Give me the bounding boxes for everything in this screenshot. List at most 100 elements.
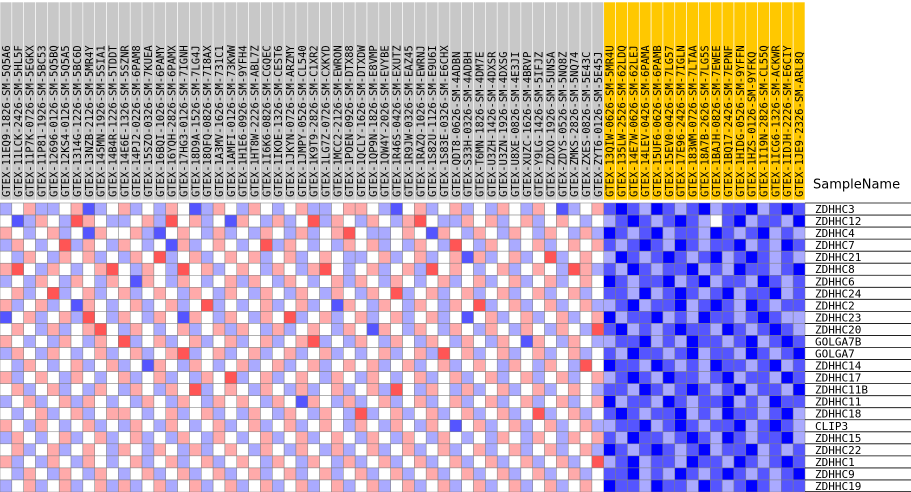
heatmap-cell bbox=[189, 323, 202, 336]
heatmap-cell bbox=[295, 323, 309, 336]
heatmap-cell bbox=[627, 347, 640, 360]
heatmap-cell bbox=[236, 238, 249, 252]
column-label: GTEX-1IKOE-1326-SM-CEST6 bbox=[273, 45, 285, 197]
heatmap-cell bbox=[449, 250, 462, 264]
heatmap-cell bbox=[757, 431, 770, 445]
heatmap-cell bbox=[319, 443, 332, 457]
heatmap-cell bbox=[627, 479, 640, 492]
heatmap-cell bbox=[23, 431, 36, 445]
heatmap-cell bbox=[23, 359, 36, 372]
heatmap-cell bbox=[272, 250, 285, 264]
heatmap-cell bbox=[556, 467, 569, 481]
heatmap-cell bbox=[94, 238, 107, 252]
heatmap-cell bbox=[650, 479, 664, 492]
heatmap-cell bbox=[650, 359, 664, 372]
heatmap-cell bbox=[236, 299, 249, 312]
heatmap-cell bbox=[224, 323, 238, 336]
heatmap-cell bbox=[402, 359, 415, 372]
heatmap-cell bbox=[449, 335, 462, 348]
heatmap-cell bbox=[425, 335, 439, 348]
heatmap-cell bbox=[153, 431, 166, 445]
heatmap-cell bbox=[745, 455, 758, 469]
heatmap-cell bbox=[532, 443, 545, 457]
heatmap-cell bbox=[733, 443, 747, 457]
row-label: ZDHHC22 bbox=[815, 444, 861, 457]
column-label: GTEX-1JMPY-0526-SM-CL540 bbox=[297, 45, 309, 197]
heatmap-cell bbox=[532, 323, 545, 336]
heatmap-cell bbox=[449, 262, 462, 276]
heatmap-cell bbox=[532, 467, 545, 481]
heatmap-cell bbox=[745, 443, 758, 457]
heatmap-cell bbox=[118, 226, 131, 240]
heatmap-cell bbox=[745, 299, 758, 312]
heatmap-cell bbox=[662, 371, 676, 384]
heatmap-cell bbox=[319, 250, 332, 264]
heatmap-cell bbox=[390, 250, 403, 264]
heatmap-cell bbox=[710, 383, 723, 396]
heatmap-cell bbox=[201, 407, 214, 421]
heatmap-cell bbox=[425, 311, 439, 324]
heatmap-cell bbox=[567, 479, 581, 492]
heatmap-cell bbox=[94, 371, 107, 384]
heatmap-cell bbox=[556, 214, 569, 228]
heatmap-cell bbox=[378, 262, 391, 276]
heatmap-cell bbox=[639, 431, 652, 445]
heatmap-cell bbox=[201, 275, 214, 288]
heatmap-cell bbox=[745, 395, 758, 408]
heatmap-cell bbox=[544, 443, 557, 457]
heatmap-cell bbox=[354, 383, 368, 396]
heatmap-cell bbox=[627, 250, 640, 264]
heatmap-cell bbox=[567, 202, 581, 216]
heatmap-cell bbox=[70, 371, 84, 384]
heatmap-cell bbox=[745, 335, 758, 348]
column-label: GTEX-1MCC2-2126-SM-EWRON bbox=[332, 45, 344, 197]
heatmap-cell bbox=[579, 455, 593, 469]
heatmap-cell bbox=[745, 214, 758, 228]
heatmap-cell bbox=[260, 262, 273, 276]
heatmap-cell bbox=[627, 202, 640, 216]
heatmap-cell bbox=[437, 226, 451, 240]
heatmap-cell bbox=[473, 262, 486, 276]
heatmap-cell bbox=[236, 335, 249, 348]
heatmap-cell bbox=[307, 335, 320, 348]
heatmap-cell bbox=[201, 262, 214, 276]
heatmap-cell bbox=[236, 395, 249, 408]
column-label: GTEX-1I19N-2826-SM-CL55Q bbox=[759, 45, 771, 197]
heatmap-cell bbox=[627, 299, 640, 312]
heatmap-cell bbox=[792, 395, 806, 408]
heatmap-cell bbox=[177, 467, 190, 481]
heatmap-cell bbox=[781, 250, 794, 264]
heatmap-cell bbox=[94, 275, 107, 288]
heatmap-cell bbox=[567, 323, 581, 336]
heatmap-cell bbox=[496, 395, 510, 408]
heatmap-cell bbox=[35, 371, 48, 384]
heatmap-cell bbox=[141, 202, 155, 216]
heatmap-cell bbox=[485, 311, 498, 324]
heatmap-cell bbox=[35, 262, 48, 276]
heatmap-cell bbox=[248, 455, 261, 469]
heatmap-cell bbox=[224, 479, 238, 492]
heatmap-cell bbox=[781, 287, 794, 300]
row-label: ZDHHC3 bbox=[815, 203, 855, 216]
heatmap-cell bbox=[141, 250, 155, 264]
heatmap-cell bbox=[461, 250, 474, 264]
heatmap-cell bbox=[757, 347, 770, 360]
heatmap-cell bbox=[674, 467, 687, 481]
heatmap-cell bbox=[35, 455, 48, 469]
heatmap-cell bbox=[508, 250, 522, 264]
heatmap-cell bbox=[414, 467, 427, 481]
heatmap-cell bbox=[272, 479, 285, 492]
heatmap-cell bbox=[118, 238, 131, 252]
heatmap-cell bbox=[165, 419, 178, 433]
heatmap-cell bbox=[686, 455, 699, 469]
heatmap-cell bbox=[615, 335, 628, 348]
heatmap-cell bbox=[366, 467, 380, 481]
heatmap-cell bbox=[82, 226, 95, 240]
heatmap-cell bbox=[70, 250, 84, 264]
heatmap-cell bbox=[402, 347, 415, 360]
heatmap-cell bbox=[58, 443, 72, 457]
heatmap-cell bbox=[520, 467, 533, 481]
heatmap-cell bbox=[591, 250, 604, 264]
heatmap-cell bbox=[662, 479, 676, 492]
heatmap-cell bbox=[686, 383, 699, 396]
